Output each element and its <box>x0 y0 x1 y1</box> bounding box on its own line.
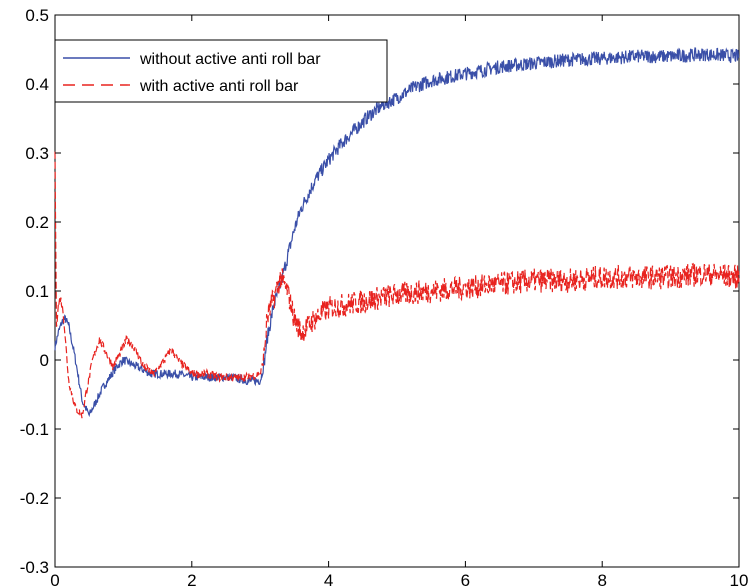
x-tick-label: 6 <box>461 571 470 587</box>
y-tick-label: -0.1 <box>20 420 49 439</box>
y-tick-label: 0.4 <box>25 75 49 94</box>
y-tick-label: 0.1 <box>25 282 49 301</box>
y-tick-label: 0.3 <box>25 144 49 163</box>
series-layer <box>54 47 740 419</box>
y-tick-label: 0.5 <box>25 6 49 25</box>
legend: without active anti roll bar with active … <box>54 39 388 103</box>
y-tick-label: -0.2 <box>20 489 49 508</box>
legend-label-1: without active anti roll bar <box>139 51 321 68</box>
plot-area <box>54 14 740 568</box>
x-tick-label: 2 <box>187 571 196 587</box>
ticks-layer: 0 2 4 6 8 10 -0.3 -0.2 -0.1 0 0.1 0.2 0.3 0.4 0.5 <box>20 6 749 587</box>
series-line-2 <box>54 151 740 419</box>
y-tick-label: -0.3 <box>20 558 49 577</box>
x-tick-label: 10 <box>730 571 749 587</box>
x-tick-label: 8 <box>597 571 606 587</box>
y-tick-label: 0 <box>40 351 49 370</box>
series-line-1 <box>54 47 740 418</box>
x-tick-label: 4 <box>324 571 333 587</box>
legend-box <box>54 39 388 103</box>
y-tick-label: 0.2 <box>25 213 49 232</box>
x-tick-label: 0 <box>50 571 59 587</box>
legend-label-2: with active anti roll bar <box>139 78 299 95</box>
plot-frame <box>54 14 740 568</box>
